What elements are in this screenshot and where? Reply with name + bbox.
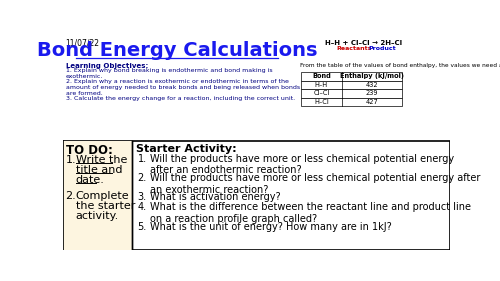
Bar bbox=[301, 98, 402, 106]
Text: Write the: Write the bbox=[76, 155, 127, 165]
Bar bbox=[301, 81, 402, 89]
Text: 11/07/22: 11/07/22 bbox=[66, 38, 100, 47]
Text: H–Cl: H–Cl bbox=[314, 99, 328, 105]
Text: 1.: 1. bbox=[66, 155, 76, 165]
Text: Bond Energy Calculations: Bond Energy Calculations bbox=[37, 41, 318, 60]
Text: Learning Objectives:: Learning Objectives: bbox=[66, 63, 148, 69]
Bar bbox=[301, 72, 402, 81]
Text: Will the products have more or less chemical potential energy
after an endotherm: Will the products have more or less chem… bbox=[150, 154, 454, 175]
Text: 3. Calculate the energy change for a reaction, including the correct unit.: 3. Calculate the energy change for a rea… bbox=[66, 96, 294, 101]
Text: 1.: 1. bbox=[138, 154, 147, 164]
Text: 432: 432 bbox=[366, 82, 378, 88]
Text: TO DO:: TO DO: bbox=[66, 144, 112, 157]
Text: date.: date. bbox=[76, 175, 104, 185]
Text: Cl–Cl: Cl–Cl bbox=[313, 90, 330, 96]
Bar bbox=[62, 141, 132, 250]
Text: Product: Product bbox=[369, 46, 396, 51]
Text: 1. Explain why bond breaking is endothermic and bond making is
exothermic.: 1. Explain why bond breaking is endother… bbox=[66, 68, 272, 79]
Text: Reactants: Reactants bbox=[336, 46, 372, 51]
Text: 239: 239 bbox=[366, 90, 378, 96]
Text: 2. Explain why a reaction is exothermic or endothermic in terms of the
amount of: 2. Explain why a reaction is exothermic … bbox=[66, 80, 300, 96]
Text: 5.: 5. bbox=[138, 222, 147, 232]
Text: H–H + Cl–Cl → 2H–Cl: H–H + Cl–Cl → 2H–Cl bbox=[324, 40, 402, 46]
Text: 4.: 4. bbox=[138, 202, 147, 212]
Text: activity.: activity. bbox=[76, 211, 119, 221]
Text: Will the products have more or less chemical potential energy after
an exothermi: Will the products have more or less chem… bbox=[150, 173, 480, 195]
Text: Enthalpy (kJ/mol): Enthalpy (kJ/mol) bbox=[340, 73, 404, 80]
Text: What is the difference between the reactant line and product line
on a reaction : What is the difference between the react… bbox=[150, 202, 471, 224]
Bar bbox=[301, 89, 402, 98]
Text: 2.: 2. bbox=[66, 191, 76, 201]
Text: What is activation energy?: What is activation energy? bbox=[150, 192, 280, 202]
Text: Starter Activity:: Starter Activity: bbox=[136, 144, 237, 154]
Text: 427: 427 bbox=[366, 99, 378, 105]
Text: Bond: Bond bbox=[312, 73, 330, 80]
Text: H–H: H–H bbox=[315, 82, 328, 88]
Text: Complete: Complete bbox=[76, 191, 130, 201]
Bar bbox=[62, 141, 450, 250]
Text: 3.: 3. bbox=[138, 192, 147, 202]
Text: 2.: 2. bbox=[138, 173, 147, 183]
Text: From the table of the values of bond enthalpy, the values we need are:: From the table of the values of bond ent… bbox=[300, 63, 500, 68]
Text: title and: title and bbox=[76, 165, 122, 175]
Text: What is the unit of energy? How many are in 1kJ?: What is the unit of energy? How many are… bbox=[150, 222, 392, 232]
Text: the starter: the starter bbox=[76, 201, 135, 211]
